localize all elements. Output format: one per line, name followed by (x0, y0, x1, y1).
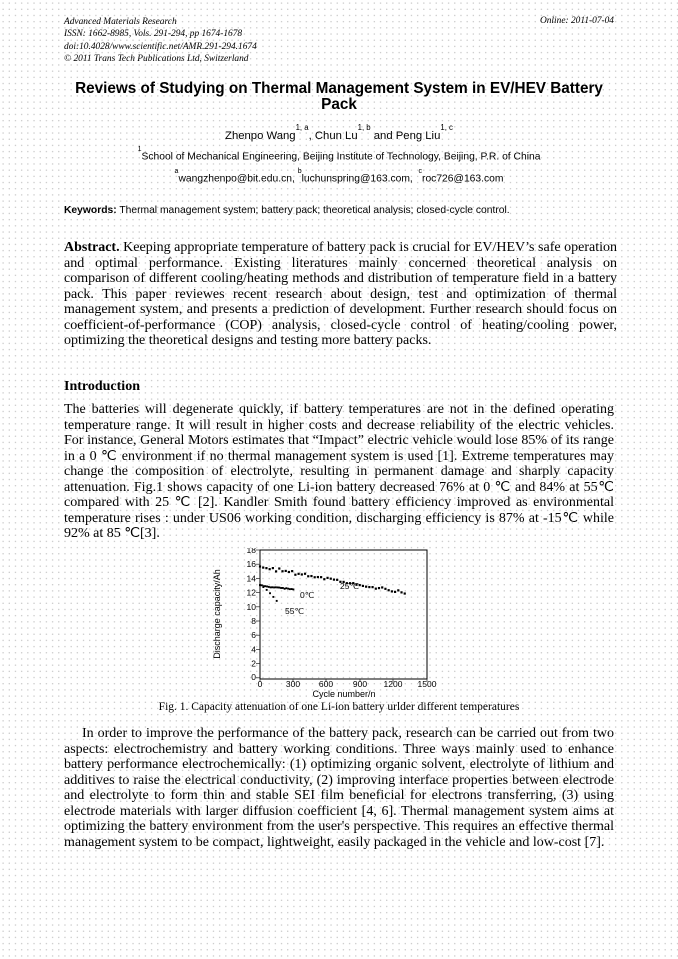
svg-text:25℃: 25℃ (340, 581, 359, 591)
svg-text:10: 10 (247, 602, 257, 612)
svg-text:14: 14 (247, 573, 257, 583)
svg-text:Discharge capacity/Ah: Discharge capacity/Ah (212, 569, 222, 659)
svg-text:16: 16 (247, 559, 257, 569)
svg-text:55℃: 55℃ (285, 606, 304, 616)
svg-text:12: 12 (247, 588, 257, 598)
svg-text:Cycle number/n: Cycle number/n (312, 689, 375, 699)
svg-text:8: 8 (251, 616, 256, 626)
svg-text:6: 6 (251, 630, 256, 640)
svg-text:0℃: 0℃ (300, 590, 315, 600)
svg-text:2: 2 (251, 659, 256, 669)
svg-text:18: 18 (247, 548, 257, 555)
svg-text:0: 0 (251, 672, 256, 682)
svg-text:4: 4 (251, 644, 256, 654)
